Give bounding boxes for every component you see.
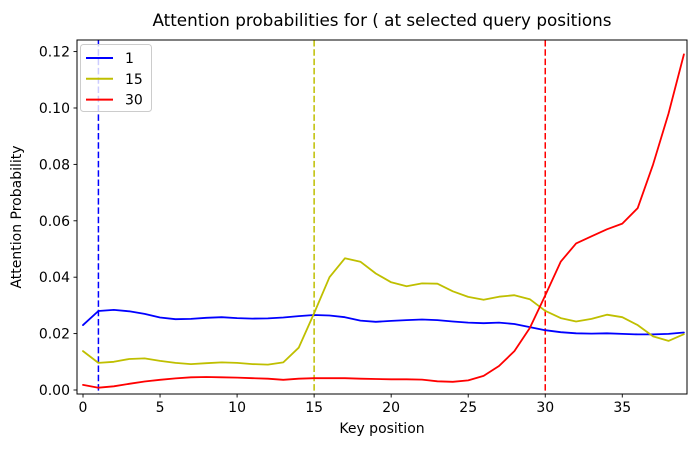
series-group [82,53,685,389]
y-axis-label: Attention Probability [9,145,25,288]
y-tick-label: 0.00 [39,383,70,399]
legend: 1 15 30 [80,44,152,112]
x-tick-label: 30 [536,400,554,416]
y-tick-label: 0.08 [39,157,70,173]
x-axis-label: Key position [339,421,424,437]
legend-label-15: 15 [125,72,143,88]
y-tick-label: 0.12 [39,45,70,61]
legend-label-1: 1 [125,51,134,67]
x-tick-label: 10 [228,400,246,416]
x-tick-label: 0 [79,400,88,416]
y-tick-label: 0.06 [39,214,70,230]
x-tick-label: 35 [613,400,631,416]
x-tick-label: 25 [459,400,477,416]
y-axis-ticks: 0.00 0.02 0.04 0.06 0.08 0.10 0.12 [39,45,77,399]
chart-title: Attention probabilities for ( at selecte… [152,10,611,30]
x-tick-label: 15 [305,400,323,416]
x-axis-ticks: 0 5 10 15 20 25 30 35 [79,394,631,416]
plot-border [76,39,688,395]
series-line-1 [82,308,685,336]
y-tick-label: 0.02 [39,327,70,343]
y-tick-label: 0.10 [39,101,70,117]
x-tick-label: 5 [156,400,165,416]
plot-area [77,40,687,394]
legend-box [80,44,152,112]
x-tick-label: 20 [382,400,400,416]
series-line-15 [82,257,685,366]
series-line-30 [82,53,685,389]
y-tick-label: 0.04 [39,270,70,286]
legend-label-30: 30 [125,93,143,109]
